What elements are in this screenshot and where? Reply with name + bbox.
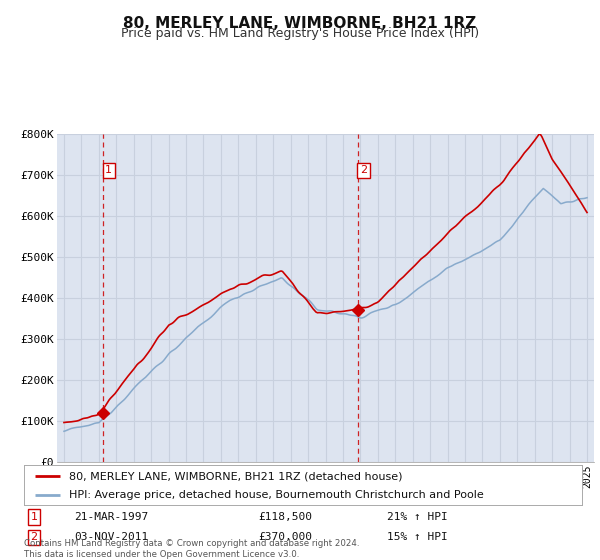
Text: HPI: Average price, detached house, Bournemouth Christchurch and Poole: HPI: Average price, detached house, Bour… bbox=[68, 490, 484, 500]
Text: Price paid vs. HM Land Registry's House Price Index (HPI): Price paid vs. HM Land Registry's House … bbox=[121, 27, 479, 40]
Text: 2: 2 bbox=[360, 165, 367, 175]
Text: 2: 2 bbox=[31, 533, 38, 543]
Text: £118,500: £118,500 bbox=[259, 512, 313, 522]
Text: 1: 1 bbox=[105, 165, 112, 175]
Text: 15% ↑ HPI: 15% ↑ HPI bbox=[387, 533, 448, 543]
Text: 21-MAR-1997: 21-MAR-1997 bbox=[74, 512, 148, 522]
Text: 1: 1 bbox=[31, 512, 38, 522]
Text: 21% ↑ HPI: 21% ↑ HPI bbox=[387, 512, 448, 522]
Text: 80, MERLEY LANE, WIMBORNE, BH21 1RZ: 80, MERLEY LANE, WIMBORNE, BH21 1RZ bbox=[124, 16, 476, 31]
Text: £370,000: £370,000 bbox=[259, 533, 313, 543]
Text: 80, MERLEY LANE, WIMBORNE, BH21 1RZ (detached house): 80, MERLEY LANE, WIMBORNE, BH21 1RZ (det… bbox=[68, 471, 402, 481]
Text: 03-NOV-2011: 03-NOV-2011 bbox=[74, 533, 148, 543]
Text: Contains HM Land Registry data © Crown copyright and database right 2024.
This d: Contains HM Land Registry data © Crown c… bbox=[24, 539, 359, 559]
